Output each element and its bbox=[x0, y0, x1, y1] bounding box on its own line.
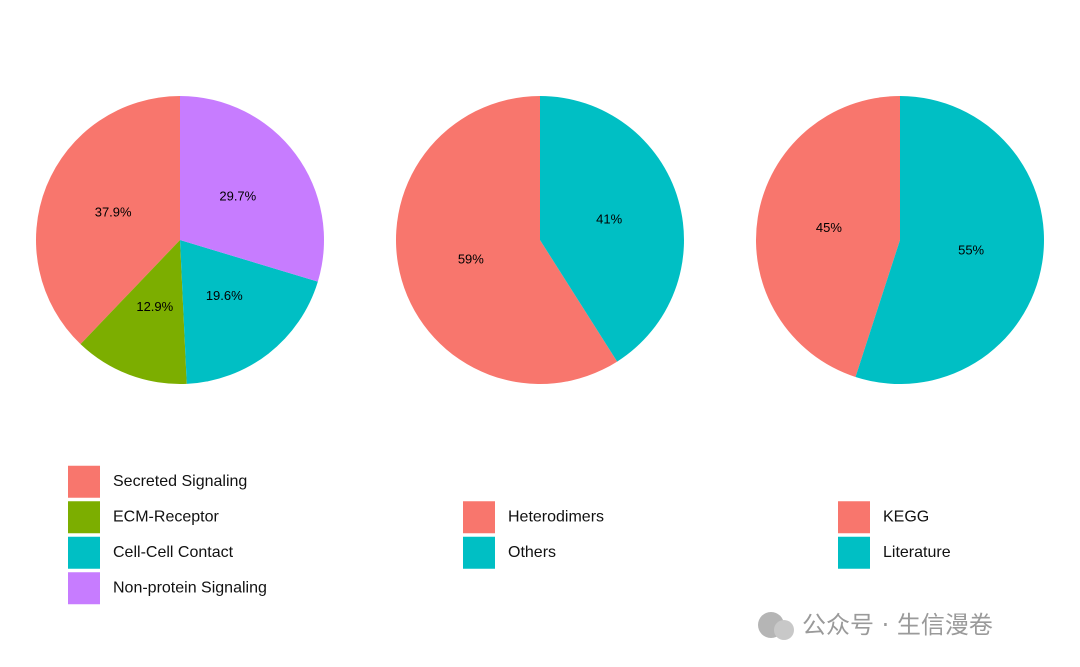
pie-slice bbox=[180, 240, 318, 384]
legend-label: Literature bbox=[883, 544, 951, 561]
pie-slice bbox=[180, 96, 324, 282]
data-label: 12.9% bbox=[136, 299, 173, 314]
legend-swatch bbox=[463, 536, 495, 569]
pie-slice bbox=[36, 96, 181, 345]
legend-label: Secreted Signaling bbox=[113, 473, 247, 490]
legend-label: ECM-Receptor bbox=[113, 508, 219, 525]
legend-label: Non-protein Signaling bbox=[113, 579, 267, 596]
data-label: 41% bbox=[596, 211, 622, 226]
legend-swatch bbox=[838, 536, 870, 569]
legend-label: Heterodimers bbox=[508, 508, 604, 525]
data-label: 59% bbox=[458, 252, 484, 267]
watermark-icon bbox=[774, 620, 794, 640]
watermark: 公众号 · 生信漫卷 bbox=[758, 611, 993, 640]
legend-label: Cell-Cell Contact bbox=[113, 544, 234, 561]
pie-slice bbox=[755, 96, 900, 377]
legend-swatch bbox=[68, 536, 100, 569]
legend-swatch bbox=[68, 572, 100, 605]
legend-swatch bbox=[68, 501, 100, 534]
legend-swatch bbox=[68, 465, 100, 498]
data-label: 55% bbox=[958, 243, 984, 258]
legend-label: Others bbox=[508, 544, 556, 561]
watermark-text: 公众号 · 生信漫卷 bbox=[802, 611, 993, 639]
pie-slice bbox=[855, 96, 1044, 384]
legend-label: KEGG bbox=[883, 508, 929, 525]
pie-slice bbox=[540, 96, 684, 362]
data-label: 45% bbox=[816, 220, 842, 235]
legend-swatch bbox=[838, 501, 870, 534]
data-label: 29.7% bbox=[219, 189, 256, 204]
pie-slice bbox=[395, 96, 618, 384]
data-label: 37.9% bbox=[95, 205, 132, 220]
pie-slice bbox=[80, 240, 187, 384]
data-label: 19.6% bbox=[206, 288, 243, 303]
legend-swatch bbox=[463, 501, 495, 534]
